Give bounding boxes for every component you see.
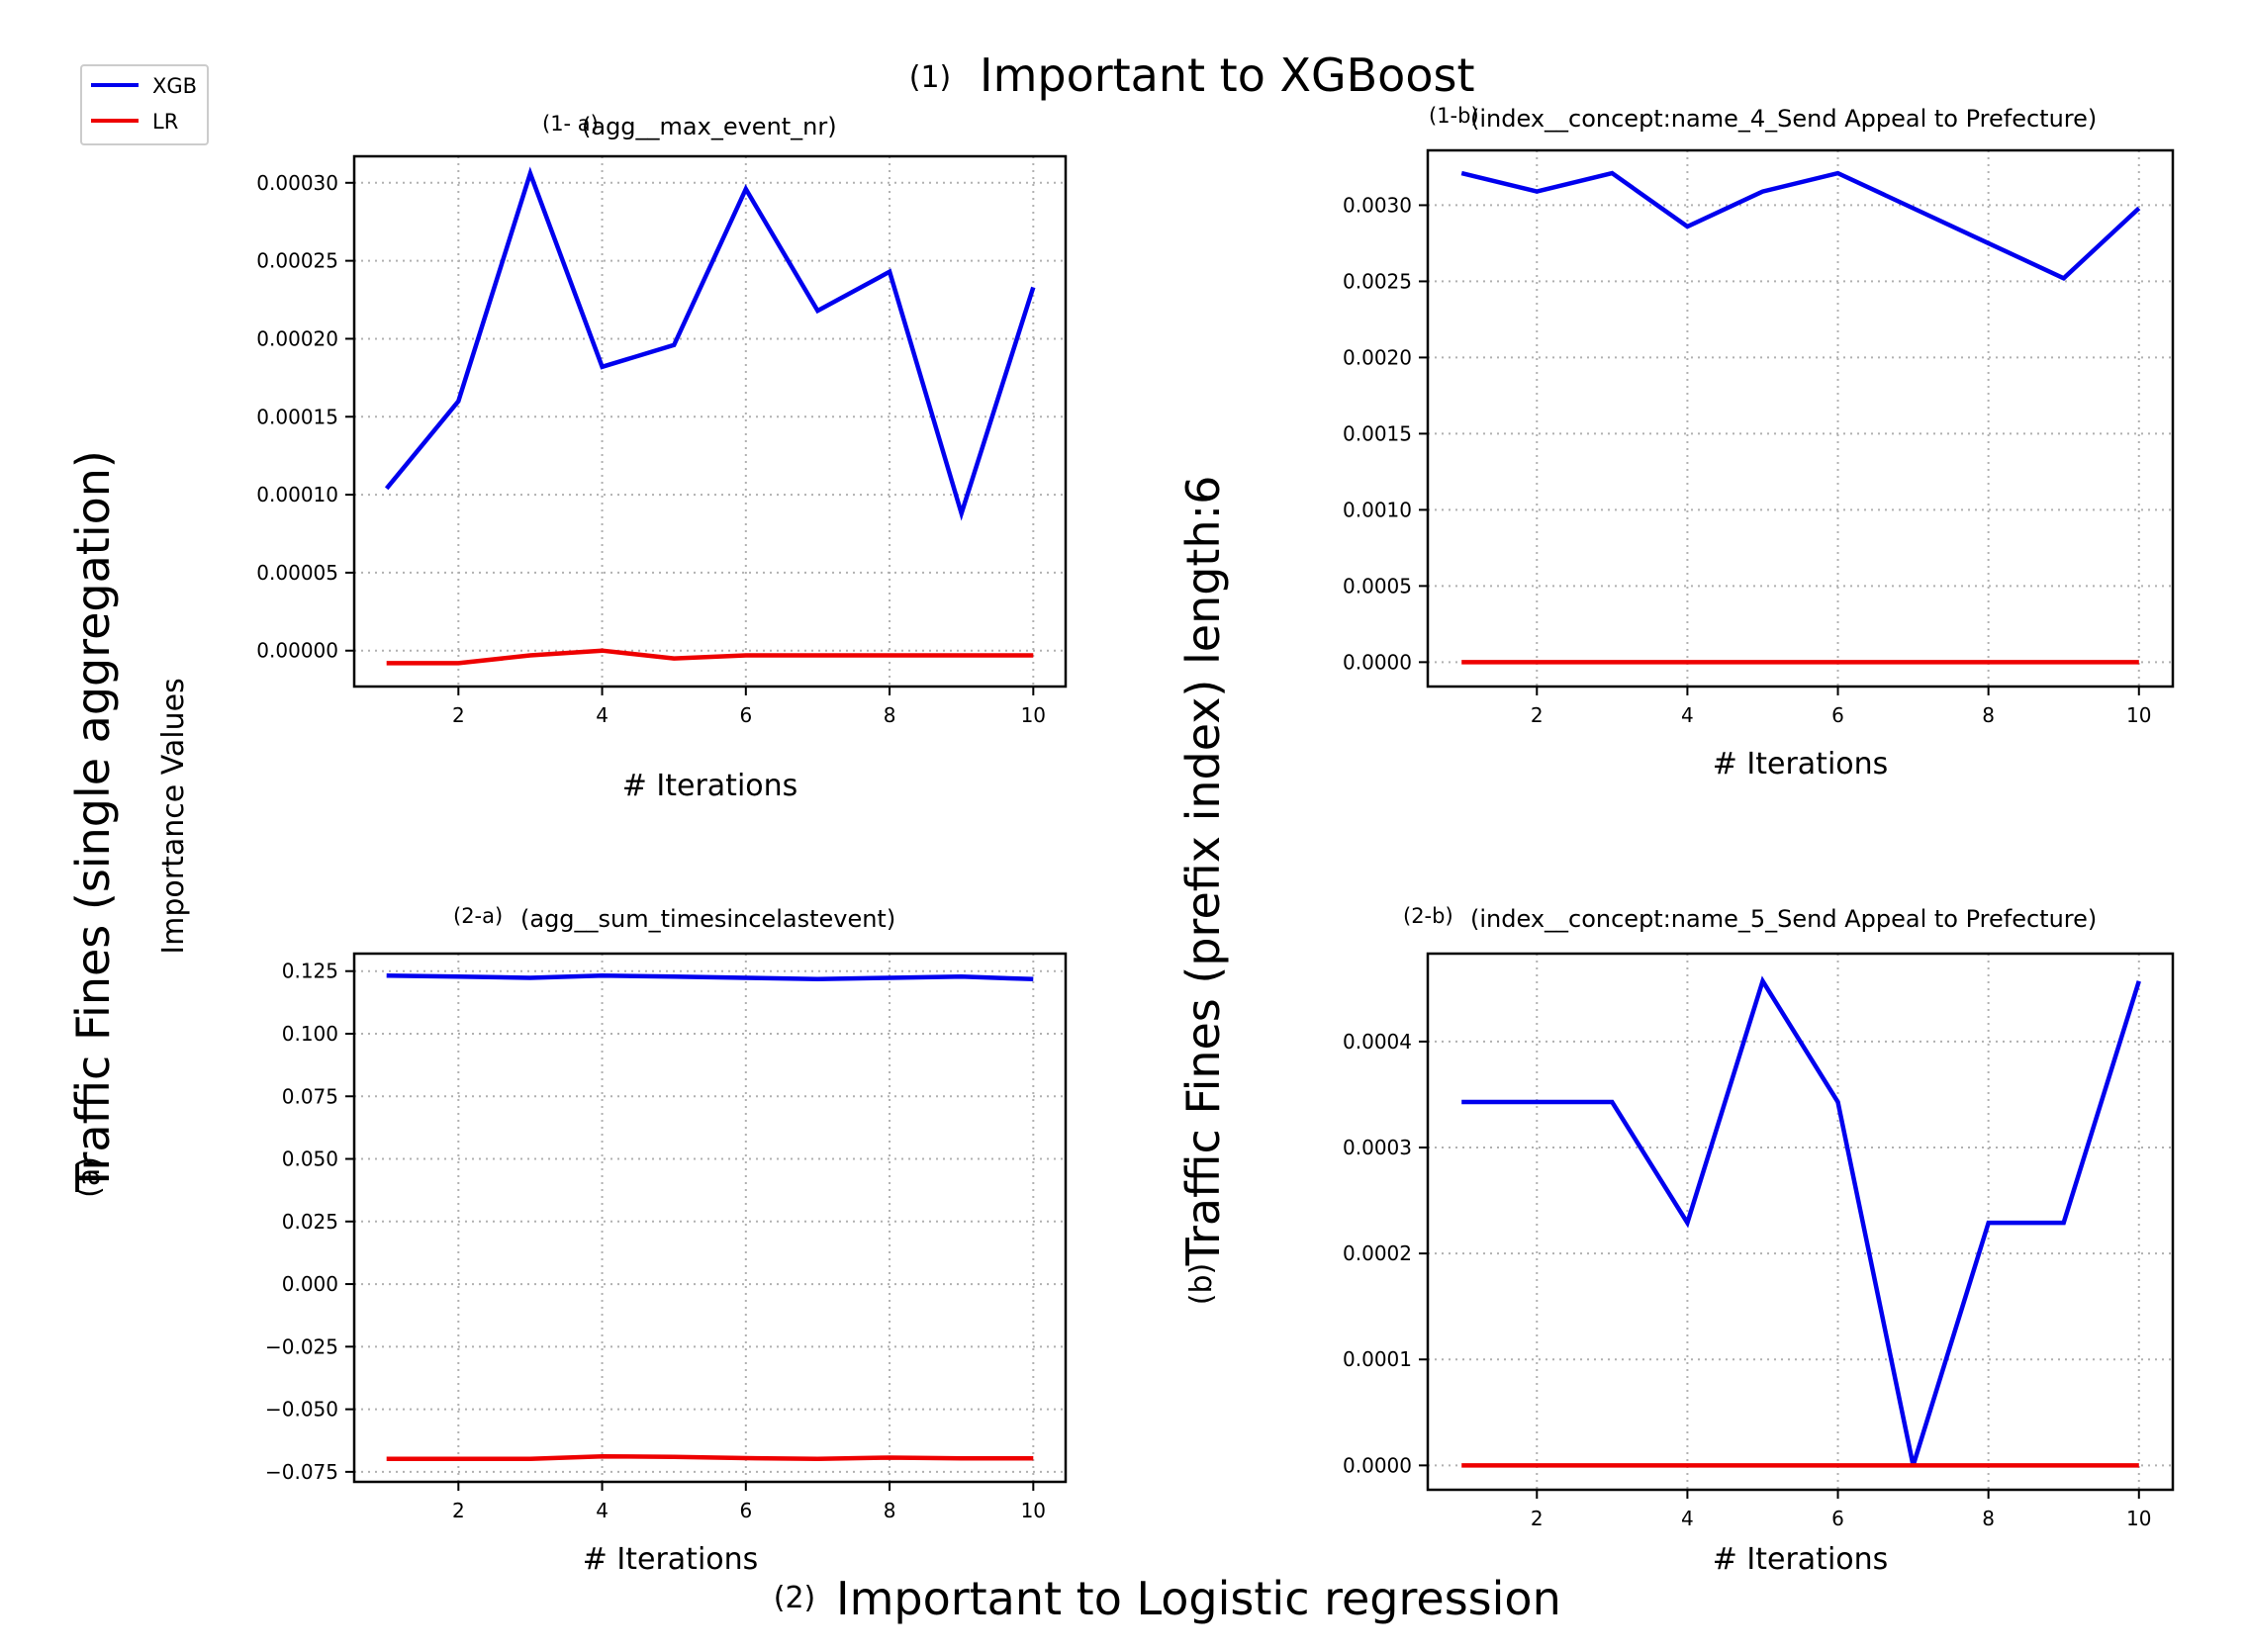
panel-title-1-b: (index__concept:name_4_Send Appeal to Pr… [1470, 105, 2097, 133]
tick-label-y-2-a-3: 0.000 [282, 1272, 338, 1296]
tick-label-x-1-b-0: 2 [1531, 703, 1544, 727]
tick-label-x-1-a-0: 2 [452, 703, 465, 727]
panel-2-b: 2 4 6 8 10 0.0000 0.0001 0.0002 0.0003 0.0004 (2-b… [1343, 904, 2173, 1577]
legend-lr-label: LR [152, 110, 178, 134]
tick-label-y-2-b-3: 0.0003 [1343, 1136, 1412, 1159]
tick-label-y-1-a-4: 0.00020 [256, 326, 338, 350]
tick-label-x-2-b-4: 10 [2126, 1507, 2151, 1530]
tick-label-x-2-b-0: 2 [1531, 1507, 1544, 1530]
x-axis-label-2-b: # Iterations [1713, 1542, 1889, 1577]
tick-label-x-2-b-1: 4 [1681, 1507, 1694, 1530]
panel-2-a: 2 4 6 8 10 −0.075 −0.050 −0.025 0.000 0.025 0.050 0… [265, 904, 1066, 1577]
tick-label-x-2-a-3: 8 [884, 1499, 896, 1522]
panel-title-2-a: (agg__sum_timesincelastevent) [520, 905, 895, 933]
panel-title-1-a: (agg__max_event_nr) [582, 113, 837, 140]
plot-frame-2-a [354, 954, 1066, 1482]
plot-frame-1-b [1428, 150, 2173, 687]
panel-tag-2-a: (2-a) [453, 904, 503, 928]
legend: XGB LR [81, 65, 208, 144]
tick-label-y-2-a-1: −0.050 [265, 1398, 338, 1422]
tick-label-x-1-b-3: 8 [1982, 703, 1995, 727]
tick-label-x-2-a-1: 4 [596, 1499, 609, 1522]
tick-label-x-1-a-3: 8 [884, 703, 896, 727]
middle-title-number: (b) [1184, 1263, 1219, 1305]
tick-label-y-1-b-1: 0.0005 [1343, 574, 1412, 597]
tick-label-y-2-a-2: −0.025 [265, 1334, 338, 1358]
x-axis-label-2-a: # Iterations [583, 1542, 759, 1577]
x-axis-label-1-a: # Iterations [622, 769, 798, 803]
x-axis-label-1-b: # Iterations [1713, 747, 1889, 781]
tick-label-y-2-a-8: 0.125 [282, 960, 338, 983]
tick-label-x-1-a-1: 4 [596, 703, 609, 727]
series-line-1-a-lr [387, 651, 1034, 664]
tick-label-y-1-b-6: 0.0030 [1343, 193, 1412, 217]
tick-label-y-1-b-5: 0.0025 [1343, 269, 1412, 293]
tick-label-y-2-a-0: −0.075 [265, 1460, 338, 1484]
panel-title-2-b: (index__concept:name_5_Send Appeal to Pr… [1470, 905, 2097, 933]
tick-label-y-1-b-3: 0.0015 [1343, 421, 1412, 445]
tick-label-x-2-a-0: 2 [452, 1499, 465, 1522]
tick-label-y-2-a-6: 0.075 [282, 1084, 338, 1108]
tick-label-y-2-b-4: 0.0004 [1343, 1030, 1412, 1054]
series-line-2-a-lr [387, 1456, 1034, 1459]
tick-label-x-1-b-4: 10 [2126, 703, 2151, 727]
tick-label-x-1-b-1: 4 [1681, 703, 1694, 727]
series-line-2-a-xgb [387, 975, 1034, 979]
tick-label-y-1-a-3: 0.00015 [256, 405, 338, 428]
left-title: Traffic Fines (single aggregation) [66, 450, 120, 1193]
panel-1-b: 2 4 6 8 10 0.0000 0.0005 0.0010 0.0015 0.0020 0.00… [1343, 104, 2173, 781]
tick-label-y-2-a-5: 0.050 [282, 1147, 338, 1171]
series-line-1-b-xgb [1461, 173, 2139, 278]
tick-label-y-1-b-2: 0.0010 [1343, 498, 1412, 521]
tick-label-x-2-a-2: 6 [739, 1499, 752, 1522]
tick-label-y-1-a-6: 0.00030 [256, 171, 338, 195]
tick-label-x-1-a-4: 10 [1021, 703, 1046, 727]
tick-label-y-2-a-7: 0.100 [282, 1022, 338, 1046]
bottom-title: Important to Logistic regression [836, 1572, 1561, 1625]
tick-label-y-1-b-0: 0.0000 [1343, 650, 1412, 674]
tick-label-y-1-a-1: 0.00005 [256, 561, 338, 585]
y-axis-label: Importance Values [156, 678, 191, 954]
tick-label-y-2-b-0: 0.0000 [1343, 1453, 1412, 1477]
tick-label-y-2-b-1: 0.0001 [1343, 1347, 1412, 1371]
tick-label-y-1-a-0: 0.00000 [256, 639, 338, 663]
tick-label-x-1-a-2: 6 [739, 703, 752, 727]
plot-frame-1-a [354, 156, 1066, 687]
legend-xgb-label: XGB [152, 74, 197, 98]
tick-label-y-1-a-2: 0.00010 [256, 483, 338, 506]
tick-label-x-2-b-2: 6 [1831, 1507, 1844, 1530]
top-title: Important to XGBoost [980, 48, 1474, 102]
tick-label-x-2-a-4: 10 [1021, 1499, 1046, 1522]
series-line-2-b-xgb [1461, 981, 2139, 1466]
bottom-title-number: (2) [774, 1581, 816, 1615]
middle-title: Traffic Fines (prefix index) length:6 [1176, 476, 1230, 1267]
tick-label-y-1-b-4: 0.0020 [1343, 345, 1412, 369]
panel-tag-2-b: (2-b) [1403, 904, 1453, 928]
tick-label-x-1-b-2: 6 [1831, 703, 1844, 727]
tick-label-x-2-b-3: 8 [1982, 1507, 1995, 1530]
tick-label-y-2-b-2: 0.0002 [1343, 1241, 1412, 1265]
series-line-1-a-xgb [387, 173, 1034, 513]
tick-label-y-2-a-4: 0.025 [282, 1210, 338, 1234]
panel-1-a: 2 4 6 8 10 0.00000 0.00005 0.00010 0.00015 0.0002… [256, 112, 1066, 803]
top-title-number: (1) [909, 60, 952, 95]
tick-label-y-1-a-5: 0.00025 [256, 249, 338, 273]
